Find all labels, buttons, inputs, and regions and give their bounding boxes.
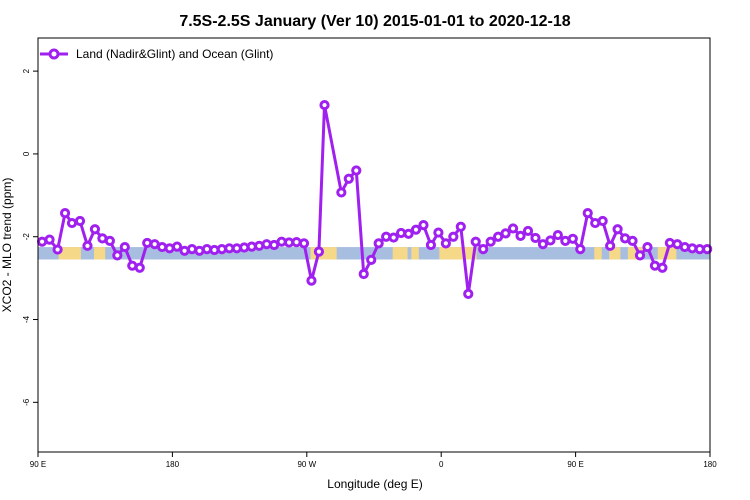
data-point bbox=[343, 173, 354, 184]
data-point bbox=[82, 240, 93, 251]
data-point bbox=[66, 217, 78, 229]
data-point bbox=[530, 232, 541, 244]
data-point bbox=[388, 232, 399, 243]
data-point bbox=[567, 233, 578, 244]
land-band-segment bbox=[58, 247, 81, 260]
data-point bbox=[470, 236, 481, 247]
data-point bbox=[485, 236, 496, 247]
x-tick-label: 90 W bbox=[297, 460, 316, 469]
data-point bbox=[478, 244, 489, 255]
data-point bbox=[612, 224, 623, 235]
data-point bbox=[702, 244, 713, 255]
data-point bbox=[74, 215, 86, 227]
data-point bbox=[358, 268, 369, 280]
data-point bbox=[403, 228, 414, 239]
y-axis: 2 0 -2 -4 -6 bbox=[22, 68, 38, 406]
data-point bbox=[433, 227, 444, 238]
data-point bbox=[351, 165, 362, 176]
data-point bbox=[89, 224, 101, 235]
data-point bbox=[500, 228, 511, 239]
data-point bbox=[627, 235, 638, 246]
data-point bbox=[582, 208, 593, 219]
land-band-segment bbox=[594, 247, 602, 260]
data-point bbox=[448, 231, 459, 242]
data-point bbox=[515, 230, 526, 241]
y-tick-label: 2 bbox=[22, 68, 31, 73]
y-tick-label: -4 bbox=[22, 315, 31, 323]
data-point bbox=[59, 208, 71, 219]
x-tick-label: 90 E bbox=[567, 460, 583, 469]
data-point bbox=[313, 246, 325, 257]
data-point bbox=[522, 225, 534, 237]
data-point bbox=[440, 238, 451, 249]
land-band-segment bbox=[411, 247, 419, 260]
legend: Land (Nadir&Glint) and Ocean (Glint) bbox=[40, 47, 273, 61]
data-point bbox=[605, 240, 616, 251]
data-point bbox=[336, 187, 347, 198]
land-band-segment bbox=[609, 247, 621, 260]
x-tick-label: 180 bbox=[166, 460, 180, 469]
data-point bbox=[575, 244, 586, 255]
data-point bbox=[52, 244, 63, 255]
data-point bbox=[552, 229, 563, 241]
data-point bbox=[112, 250, 123, 261]
data-point bbox=[545, 235, 556, 246]
data-point bbox=[291, 237, 302, 248]
y-tick-label: 0 bbox=[22, 151, 31, 156]
data-point bbox=[537, 239, 549, 250]
data-point bbox=[373, 238, 384, 249]
data-point bbox=[418, 220, 429, 231]
data-point bbox=[425, 239, 437, 251]
land-band-segment bbox=[439, 247, 477, 260]
legend-marker bbox=[48, 48, 60, 60]
plot-frame bbox=[37, 37, 711, 453]
data-point bbox=[119, 241, 130, 253]
y-axis-label: XCO2 - MLO trend (ppm) bbox=[0, 178, 14, 313]
data-point bbox=[298, 238, 310, 249]
data-point bbox=[597, 215, 608, 227]
legend-entry-label: Land (Nadir&Glint) and Ocean (Glint) bbox=[76, 47, 273, 61]
data-point bbox=[134, 262, 145, 273]
data-point bbox=[410, 224, 422, 235]
data-point bbox=[142, 237, 153, 249]
land-band-segment bbox=[392, 247, 408, 260]
data-point bbox=[44, 234, 55, 245]
x-axis-label: Longitude (deg E) bbox=[327, 477, 422, 491]
x-tick-label: 180 bbox=[703, 460, 717, 469]
data-point bbox=[157, 241, 168, 253]
y-tick-label: -6 bbox=[22, 398, 31, 406]
data-point bbox=[664, 237, 675, 249]
data-point bbox=[319, 99, 330, 111]
chart-title: 7.5S-2.5S January (Ver 10) 2015-01-01 to… bbox=[179, 13, 570, 30]
data-point bbox=[634, 250, 646, 261]
x-tick-label: 0 bbox=[439, 460, 444, 469]
data-point bbox=[679, 241, 690, 253]
x-axis: 90 E 180 90 W 0 90 E 180 bbox=[30, 452, 717, 469]
data-point bbox=[657, 262, 668, 273]
x-tick-label: 90 E bbox=[30, 460, 46, 469]
data-point bbox=[171, 241, 183, 252]
data-point bbox=[306, 275, 317, 286]
data-point bbox=[642, 241, 653, 253]
series-group bbox=[37, 99, 713, 299]
land-band-segment bbox=[94, 247, 106, 260]
data-point bbox=[507, 223, 519, 234]
data-point bbox=[455, 221, 466, 232]
data-point bbox=[366, 254, 377, 266]
data-point bbox=[463, 288, 474, 299]
data-point bbox=[104, 235, 115, 246]
y-tick-label: -2 bbox=[22, 233, 31, 241]
